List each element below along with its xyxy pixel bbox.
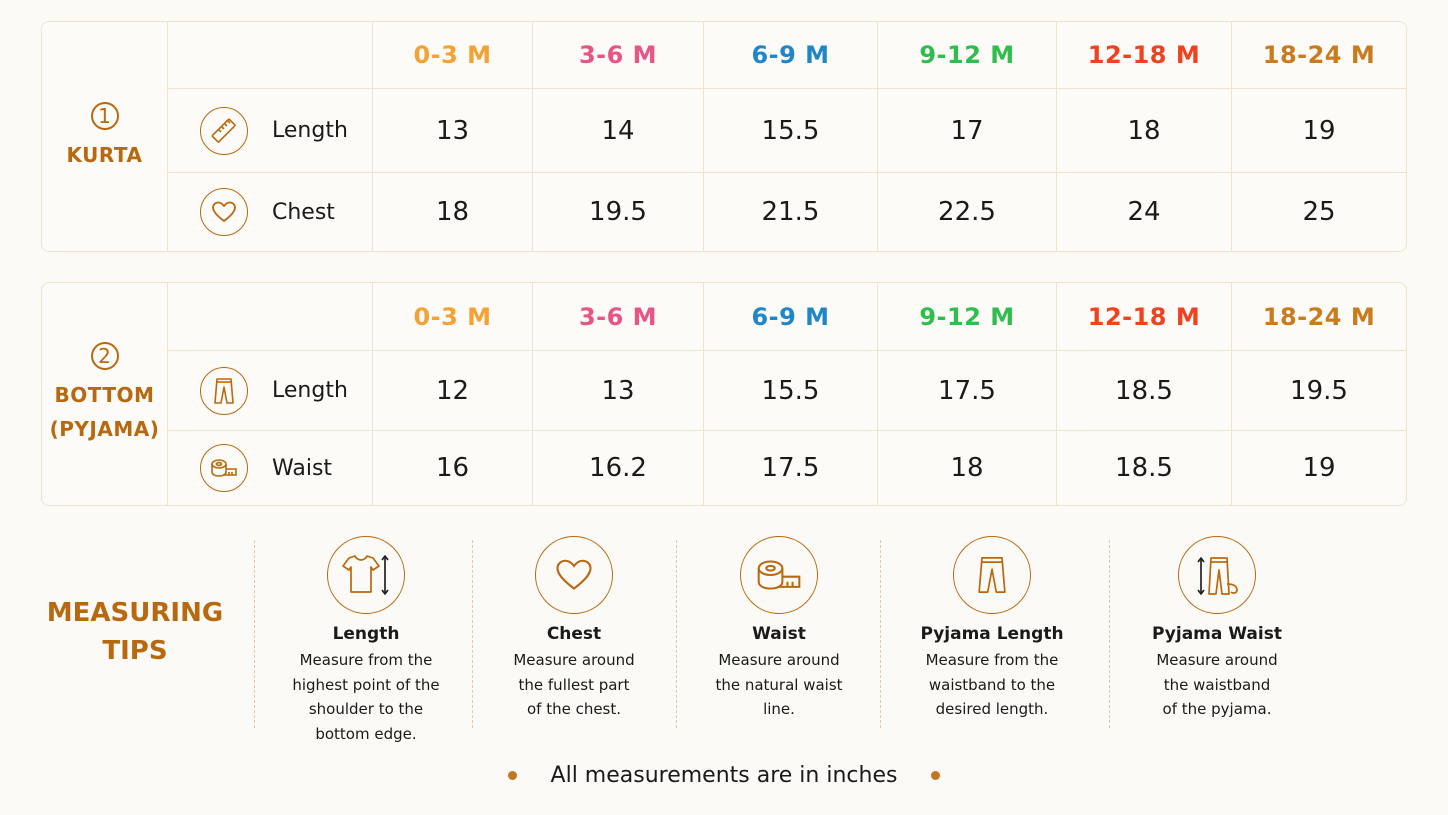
bottom-size-table: 2 BOTTOM (PYJAMA) 0-3 M 3-6 M 6-9 M 9-12… <box>41 282 1407 506</box>
section-title: BOTTOM (PYJAMA) <box>50 378 160 446</box>
kurta-section-header: 1 KURTA <box>42 22 167 251</box>
measure-label: Chest <box>272 199 335 225</box>
section-number-badge: 2 <box>90 342 119 370</box>
tip-pyjama-length: Pyjama Length Measure from the waistband… <box>892 536 1092 722</box>
table-cell-value: 19.5 <box>589 197 647 227</box>
measure-label: Length <box>272 378 348 403</box>
size-header: 18-24 M <box>1262 41 1376 69</box>
table-cell-value: 18.5 <box>1115 375 1173 406</box>
size-header: 3-6 M <box>578 41 658 69</box>
tip-title: Length <box>332 624 400 644</box>
table-row-label: Waist <box>167 430 372 505</box>
table-cell-value: 17.5 <box>761 453 820 483</box>
tip-title: Pyjama Waist <box>1152 624 1282 644</box>
tshirt-length-icon <box>327 536 405 614</box>
size-header: 0-3 M <box>413 302 492 331</box>
table-cell-value: 15.5 <box>761 115 820 146</box>
divider <box>676 540 677 728</box>
table-cell-value: 15.5 <box>761 375 820 406</box>
heart-icon <box>200 188 248 236</box>
tip-title: Chest <box>546 624 602 644</box>
table-row-label: Length <box>167 88 372 172</box>
measuring-tape-icon <box>740 536 818 614</box>
table-cell-value: 18 <box>1127 115 1161 146</box>
kurta-size-table: 1 KURTA 0-3 M 3-6 M 6-9 M 9-12 M 12-18 M… <box>41 21 1407 252</box>
size-header: 6-9 M <box>751 302 830 331</box>
table-row-label: Chest <box>167 172 372 251</box>
size-header: 9-12 M <box>919 302 1015 331</box>
table-row-label: Length <box>167 350 372 430</box>
divider <box>880 540 881 728</box>
table-cell-value: 19 <box>1302 453 1336 483</box>
tip-chest: Chest Measure around the fullest part of… <box>474 536 674 722</box>
measure-label: Waist <box>272 455 333 481</box>
measure-label: Length <box>272 118 348 143</box>
tip-description: Measure around the fullest part of the c… <box>513 651 635 718</box>
table-cell-value: 18 <box>950 453 984 483</box>
size-header: 6-9 M <box>751 41 830 69</box>
tip-description: Measure around the natural waist line. <box>715 651 843 718</box>
bullet-dot-icon <box>507 771 517 780</box>
measuring-tape-icon <box>200 444 248 492</box>
measuring-tips-title: MEASURING TIPS <box>40 594 230 670</box>
table-cell-value: 17.5 <box>938 375 996 406</box>
table-cell-value: 19 <box>1302 115 1336 146</box>
bullet-dot-icon <box>931 771 941 780</box>
section-number-badge: 1 <box>90 101 119 130</box>
table-cell-value: 22.5 <box>938 197 996 227</box>
table-cell-value: 21.5 <box>761 197 820 227</box>
pants-icon <box>953 536 1031 614</box>
size-header: 3-6 M <box>578 302 658 331</box>
heart-icon <box>535 536 613 614</box>
tips-title-line: MEASURING <box>46 598 224 628</box>
size-header: 9-12 M <box>919 41 1015 69</box>
table-cell-value: 18 <box>435 197 470 227</box>
tip-length: Length Measure from the highest point of… <box>266 536 466 746</box>
pants-waist-icon <box>1178 536 1256 614</box>
table-cell-value: 16 <box>435 453 470 483</box>
divider <box>254 540 255 728</box>
table-cell-value: 14 <box>601 115 635 146</box>
pants-icon <box>200 366 248 415</box>
footer-text: All measurements are in inches <box>550 763 898 788</box>
size-header: 12-18 M <box>1087 41 1201 69</box>
tip-waist: Waist Measure around the natural waist l… <box>679 536 879 722</box>
table-cell-value: 12 <box>435 375 470 406</box>
footer-note: All measurements are in inches <box>0 763 1448 788</box>
tips-title-line: TIPS <box>102 636 168 666</box>
divider <box>472 540 473 728</box>
divider <box>1109 540 1110 728</box>
table-cell-value: 24 <box>1127 197 1161 227</box>
tip-pyjama-waist: Pyjama Waist Measure around the waistban… <box>1117 536 1317 722</box>
section-title-line: (PYJAMA) <box>49 417 160 441</box>
table-cell-value: 13 <box>435 115 470 146</box>
section-title-line: BOTTOM <box>54 383 155 407</box>
size-header: 18-24 M <box>1262 302 1376 331</box>
section-title: KURTA <box>66 142 143 167</box>
table-cell-value: 18.5 <box>1115 453 1173 483</box>
bottom-section-header: 2 BOTTOM (PYJAMA) <box>42 283 167 505</box>
tip-title: Waist <box>752 624 806 644</box>
tip-description: Measure from the waistband to the desire… <box>925 651 1059 718</box>
table-cell-value: 17 <box>950 115 984 146</box>
tip-description: Measure around the waistband of the pyja… <box>1156 651 1278 718</box>
table-cell-value: 19.5 <box>1290 375 1348 406</box>
ruler-icon <box>200 106 248 155</box>
tip-title: Pyjama Length <box>920 624 1064 644</box>
header-blank-cell <box>167 22 372 88</box>
table-cell-value: 16.2 <box>589 453 647 483</box>
tip-description: Measure from the highest point of the sh… <box>292 651 440 743</box>
header-blank-cell <box>167 283 372 350</box>
size-header: 12-18 M <box>1087 302 1201 331</box>
table-cell-value: 25 <box>1302 197 1336 227</box>
table-cell-value: 13 <box>601 375 635 406</box>
size-header: 0-3 M <box>413 41 492 69</box>
